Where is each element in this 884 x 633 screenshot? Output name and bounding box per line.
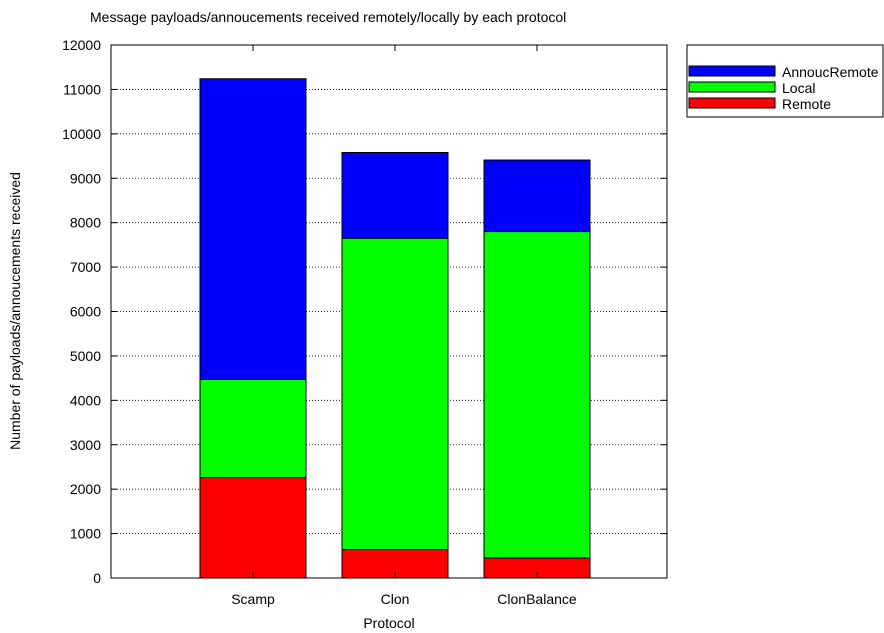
- y-tick-label: 2000: [70, 481, 101, 497]
- legend-swatch-annoucremote: [688, 65, 776, 77]
- y-tick-label: 6000: [70, 304, 101, 320]
- y-tick-label: 9000: [70, 170, 101, 186]
- x-tick-label: Clon: [381, 591, 410, 607]
- bar-annoucremote-clonbalance: [483, 159, 591, 233]
- y-tick-label: 1000: [70, 526, 101, 542]
- legend-label-annoucremote: AnnoucRemote: [782, 64, 879, 80]
- y-axis: 0 1000 2000 3000 4000 5000 6000 7000 8000 9000 100…: [62, 37, 667, 586]
- x-axis-title: Protocol: [363, 615, 414, 631]
- bar-local-scamp: [199, 378, 307, 479]
- legend-label-local: Local: [782, 80, 815, 96]
- bars: [199, 78, 591, 579]
- y-tick-label: 10000: [62, 126, 101, 142]
- bar-annoucremote-clon: [341, 151, 449, 239]
- bar-remote-scamp: [199, 477, 307, 579]
- y-tick-label: 5000: [70, 348, 101, 364]
- y-tick-label: 3000: [70, 437, 101, 453]
- legend-swatch-local: [688, 81, 776, 93]
- chart-title: Message payloads/annoucements received r…: [90, 9, 566, 25]
- legend-swatch-remote: [688, 97, 776, 109]
- x-tick-label: Scamp: [231, 591, 275, 607]
- x-tick-label: ClonBalance: [497, 591, 577, 607]
- y-tick-label: 8000: [70, 215, 101, 231]
- y-tick-label: 11000: [63, 81, 101, 97]
- y-tick-label: 7000: [70, 259, 101, 275]
- y-tick-label: 12000: [62, 37, 101, 53]
- legend-label-remote: Remote: [782, 96, 831, 112]
- bar-local-clon: [341, 237, 449, 551]
- x-axis: Scamp Clon ClonBalance: [231, 45, 577, 607]
- bar-local-clonbalance: [483, 231, 591, 559]
- bar-annoucremote-scamp: [199, 78, 307, 380]
- y-tick-label: 0: [93, 570, 101, 586]
- y-tick-label: 4000: [70, 392, 101, 408]
- y-axis-title: Number of payloads/annoucements received: [7, 172, 23, 450]
